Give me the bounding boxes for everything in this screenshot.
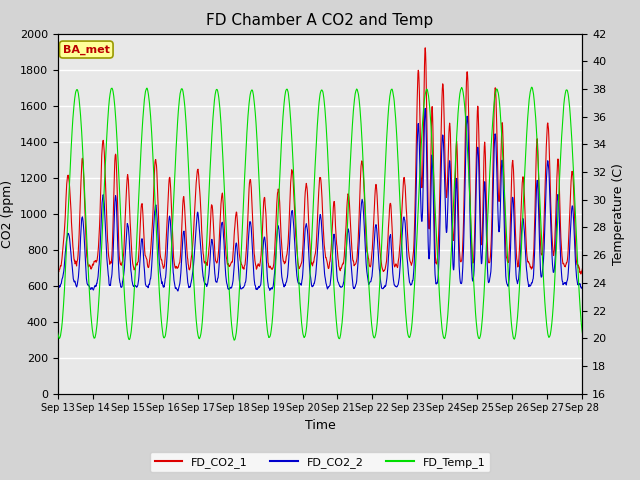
Title: FD Chamber A CO2 and Temp: FD Chamber A CO2 and Temp [206, 13, 434, 28]
Text: BA_met: BA_met [63, 44, 109, 55]
Y-axis label: CO2 (ppm): CO2 (ppm) [1, 180, 14, 248]
Legend: FD_CO2_1, FD_CO2_2, FD_Temp_1: FD_CO2_1, FD_CO2_2, FD_Temp_1 [150, 452, 490, 472]
X-axis label: Time: Time [305, 419, 335, 432]
Y-axis label: Temperature (C): Temperature (C) [612, 163, 625, 264]
